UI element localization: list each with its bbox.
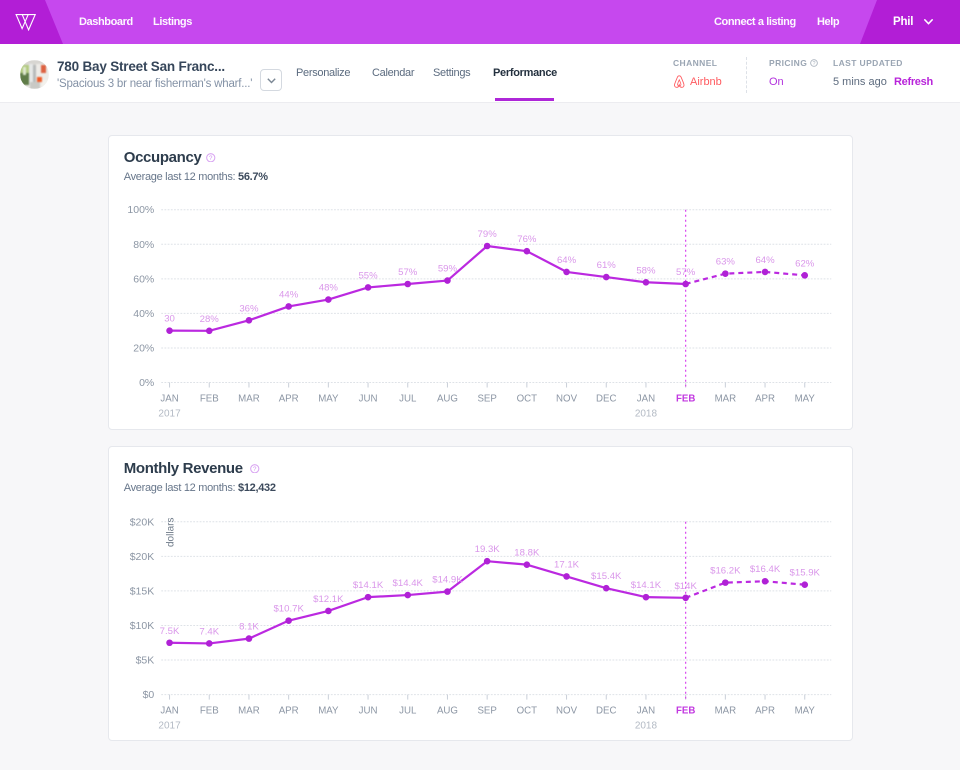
- svg-text:FEB: FEB: [200, 706, 219, 717]
- svg-text:100%: 100%: [127, 204, 154, 216]
- svg-text:APR: APR: [755, 394, 775, 405]
- svg-text:AUG: AUG: [437, 706, 458, 717]
- svg-text:19.3K: 19.3K: [474, 544, 500, 555]
- svg-text:AUG: AUG: [437, 394, 458, 405]
- svg-text:?: ?: [253, 466, 257, 473]
- svg-text:$10.7K: $10.7K: [273, 604, 304, 615]
- svg-text:$20K: $20K: [129, 516, 154, 528]
- svg-text:18.8K: 18.8K: [514, 548, 540, 559]
- svg-text:$15.4K: $15.4K: [591, 571, 622, 582]
- svg-text:APR: APR: [278, 706, 298, 717]
- svg-text:7.4K: 7.4K: [199, 626, 219, 637]
- svg-text:79%: 79%: [477, 229, 497, 240]
- svg-text:55%: 55%: [358, 270, 378, 281]
- svg-text:$12.1K: $12.1K: [313, 594, 344, 605]
- svg-text:JAN: JAN: [637, 394, 655, 405]
- svg-text:$16.4K: $16.4K: [750, 564, 781, 575]
- svg-text:$14.1K: $14.1K: [630, 580, 661, 591]
- svg-text:2017: 2017: [158, 721, 181, 732]
- svg-text:JUL: JUL: [399, 394, 417, 405]
- svg-text:48%: 48%: [318, 283, 338, 294]
- svg-text:$5K: $5K: [135, 655, 154, 667]
- svg-text:APR: APR: [278, 394, 298, 405]
- svg-text:2018: 2018: [635, 721, 658, 732]
- svg-text:SEP: SEP: [477, 394, 496, 405]
- svg-text:MAR: MAR: [238, 394, 260, 405]
- svg-text:$10K: $10K: [129, 620, 154, 632]
- svg-text:7.5K: 7.5K: [159, 626, 179, 637]
- svg-text:$15K: $15K: [129, 585, 154, 597]
- svg-text:64%: 64%: [557, 255, 577, 266]
- svg-text:40%: 40%: [133, 308, 154, 320]
- svg-text:DEC: DEC: [596, 706, 616, 717]
- svg-text:57%: 57%: [398, 267, 418, 278]
- svg-text:17.1K: 17.1K: [554, 559, 580, 570]
- svg-text:MAR: MAR: [714, 394, 736, 405]
- svg-text:SEP: SEP: [477, 706, 496, 717]
- svg-text:0%: 0%: [139, 377, 154, 389]
- svg-text:57%: 57%: [676, 267, 696, 278]
- svg-text:36%: 36%: [239, 303, 259, 314]
- svg-text:FEB: FEB: [200, 394, 219, 405]
- svg-text:$14.9K: $14.9K: [432, 575, 463, 586]
- svg-text:FEB: FEB: [676, 706, 695, 717]
- svg-text:OCT: OCT: [516, 394, 537, 405]
- svg-text:JUN: JUN: [358, 706, 377, 717]
- svg-text:MAR: MAR: [714, 706, 736, 717]
- svg-text:dollars: dollars: [165, 518, 176, 547]
- svg-text:MAY: MAY: [794, 706, 815, 717]
- svg-text:OCT: OCT: [516, 706, 537, 717]
- svg-text:MAY: MAY: [318, 394, 339, 405]
- svg-text:$14.4K: $14.4K: [392, 578, 423, 589]
- svg-text:62%: 62%: [795, 258, 815, 269]
- svg-text:2018: 2018: [635, 409, 658, 420]
- svg-text:JAN: JAN: [637, 706, 655, 717]
- svg-text:8.1K: 8.1K: [239, 622, 259, 633]
- svg-text:$14K: $14K: [674, 581, 697, 592]
- svg-text:MAY: MAY: [318, 706, 339, 717]
- svg-text:JUL: JUL: [399, 706, 417, 717]
- svg-text:20%: 20%: [133, 342, 154, 354]
- svg-text:NOV: NOV: [556, 706, 578, 717]
- svg-text:$0: $0: [142, 689, 154, 701]
- svg-text:61%: 61%: [596, 260, 616, 271]
- svg-text:?: ?: [812, 61, 815, 67]
- svg-text:$20K: $20K: [129, 551, 154, 563]
- svg-text:MAY: MAY: [794, 394, 815, 405]
- svg-text:NOV: NOV: [556, 394, 578, 405]
- svg-text:$15.9K: $15.9K: [789, 568, 820, 579]
- svg-text:MAR: MAR: [238, 706, 260, 717]
- svg-text:FEB: FEB: [676, 394, 695, 405]
- svg-text:63%: 63%: [715, 257, 735, 268]
- svg-text:$16.2K: $16.2K: [710, 566, 741, 577]
- svg-text:60%: 60%: [133, 273, 154, 285]
- svg-text:?: ?: [209, 155, 213, 162]
- svg-text:58%: 58%: [636, 265, 656, 276]
- svg-text:JAN: JAN: [160, 394, 178, 405]
- svg-text:80%: 80%: [133, 239, 154, 251]
- svg-text:2017: 2017: [158, 409, 181, 420]
- svg-text:76%: 76%: [517, 234, 537, 245]
- svg-text:DEC: DEC: [596, 394, 616, 405]
- svg-text:59%: 59%: [438, 264, 458, 275]
- svg-text:64%: 64%: [755, 255, 775, 266]
- svg-text:30: 30: [164, 314, 175, 325]
- svg-text:APR: APR: [755, 706, 775, 717]
- svg-text:JUN: JUN: [358, 394, 377, 405]
- svg-text:$14.1K: $14.1K: [353, 580, 384, 591]
- svg-text:44%: 44%: [279, 289, 299, 300]
- svg-text:JAN: JAN: [160, 706, 178, 717]
- svg-text:28%: 28%: [199, 314, 219, 325]
